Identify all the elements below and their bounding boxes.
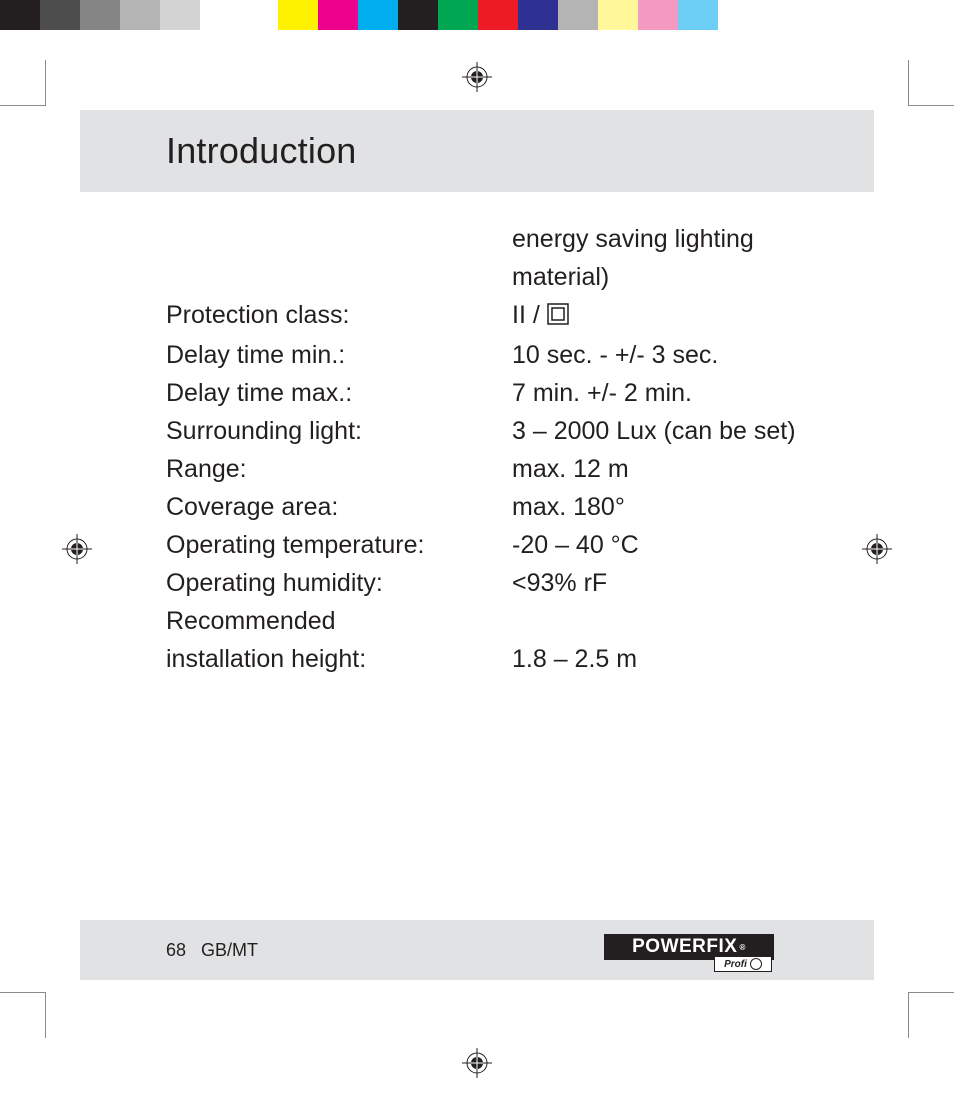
page-title: Introduction	[166, 130, 357, 172]
color-swatch	[598, 0, 638, 30]
color-swatch	[0, 0, 40, 30]
spec-value: II /	[512, 296, 866, 336]
header-band: Introduction	[80, 110, 874, 192]
spec-label: installation height:	[166, 640, 512, 678]
spec-label: Surrounding light:	[166, 412, 512, 450]
spec-label: Recommended	[166, 602, 512, 640]
spec-label: Range:	[166, 450, 512, 488]
spec-value: max. 12 m	[512, 450, 866, 488]
crop-mark	[45, 992, 46, 1038]
spec-value-continuation: material)	[512, 258, 866, 296]
footer-band: 68 GB/MT POWERFIX® Profi	[80, 920, 874, 980]
color-swatch	[40, 0, 80, 30]
class-ii-icon	[547, 298, 569, 336]
color-swatch	[80, 0, 120, 30]
color-swatch	[278, 0, 318, 30]
color-swatch	[558, 0, 598, 30]
spec-label: Delay time min.:	[166, 336, 512, 374]
spec-value: 3 – 2000 Lux (can be set)	[512, 412, 866, 450]
spec-value: 7 min. +/- 2 min.	[512, 374, 866, 412]
crop-mark	[0, 992, 46, 993]
crop-mark	[45, 60, 46, 106]
specs-table: energy saving lighting material) Protect…	[166, 220, 866, 678]
color-swatch	[160, 0, 200, 30]
color-swatch	[478, 0, 518, 30]
color-swatch	[518, 0, 558, 30]
color-swatch	[638, 0, 678, 30]
spec-value: 10 sec. - +/- 3 sec.	[512, 336, 866, 374]
spec-value: 1.8 – 2.5 m	[512, 640, 866, 678]
spec-value-continuation: energy saving lighting	[512, 220, 866, 258]
registration-mark-icon	[462, 1048, 492, 1078]
spec-value: <93% rF	[512, 564, 866, 602]
crop-mark	[908, 105, 954, 106]
spec-label: Delay time max.:	[166, 374, 512, 412]
color-swatch	[438, 0, 478, 30]
registration-mark-icon	[462, 62, 492, 92]
spec-label: Protection class:	[166, 296, 512, 336]
color-swatch	[678, 0, 718, 30]
spec-label: Operating humidity:	[166, 564, 512, 602]
color-calibration-bar	[0, 0, 954, 30]
crop-mark	[908, 60, 909, 106]
spec-value: -20 – 40 °C	[512, 526, 866, 564]
brand-logo: POWERFIX® Profi	[604, 934, 774, 960]
page-number: 68 GB/MT	[166, 940, 258, 961]
color-swatch	[200, 0, 240, 30]
color-swatch	[718, 0, 758, 30]
color-swatch	[398, 0, 438, 30]
color-swatch	[318, 0, 358, 30]
spec-label: Operating temperature:	[166, 526, 512, 564]
color-swatch	[120, 0, 160, 30]
color-swatch	[358, 0, 398, 30]
page-body: Introduction energy saving lighting mate…	[80, 110, 874, 980]
spec-label: Coverage area:	[166, 488, 512, 526]
crop-mark	[908, 992, 954, 993]
spec-value: max. 180°	[512, 488, 866, 526]
crop-mark	[908, 992, 909, 1038]
crop-mark	[0, 105, 46, 106]
